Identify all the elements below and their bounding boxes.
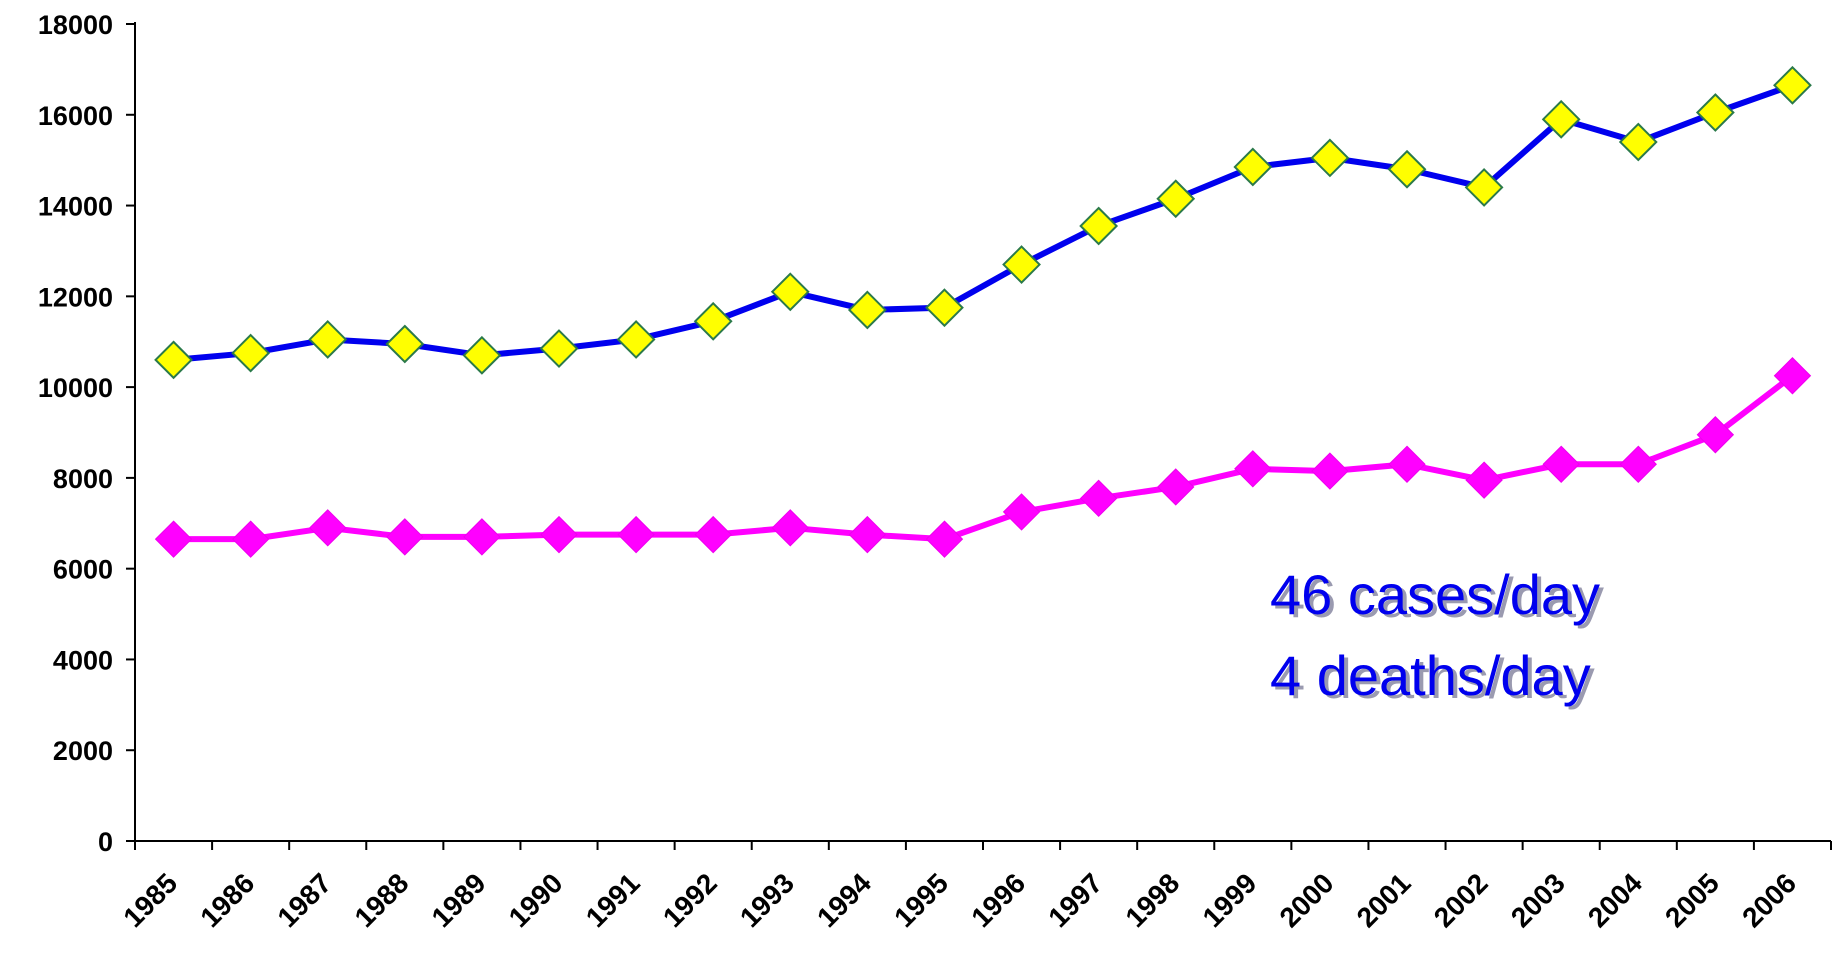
series-2-point [386, 518, 424, 556]
x-tick-label: 1998 [1119, 867, 1185, 933]
y-tick-label: 4000 [53, 645, 113, 675]
series-1-point [1464, 167, 1504, 207]
series-2-point [771, 509, 809, 547]
x-tick-label: 1985 [117, 867, 183, 933]
x-tick-label: 1995 [888, 867, 954, 933]
series-2-point [1542, 445, 1580, 483]
x-tick-label: 1996 [965, 867, 1031, 933]
y-tick-label: 18000 [38, 10, 113, 40]
x-tick-label: 1989 [426, 867, 492, 933]
x-tick-label: 1991 [580, 867, 646, 933]
series-2-point [463, 518, 501, 556]
x-tick-label: 2006 [1736, 867, 1802, 933]
series-layer [154, 65, 1812, 558]
series-1-point [308, 320, 348, 359]
series-1-point [1310, 138, 1350, 178]
x-tick-label: 1988 [349, 867, 415, 933]
series-1-point [385, 324, 425, 364]
x-tick-label: 1992 [657, 867, 723, 933]
series-1-point [693, 301, 733, 341]
axes [134, 22, 1831, 842]
series-2-point [1388, 445, 1426, 483]
x-tick-label: 2003 [1505, 867, 1571, 933]
x-tick-label: 1986 [194, 867, 260, 933]
annotation-layer: 46 cases/day 46 cases/day 4 deaths/day 4… [1270, 563, 1604, 710]
series-1-point [462, 335, 502, 375]
series-2-point [694, 515, 732, 554]
x-tick-label: 2000 [1274, 867, 1340, 933]
y-tick-label: 12000 [38, 282, 113, 312]
annotation-cases-per-day: 46 cases/day [1270, 563, 1600, 626]
series-1-point [1695, 93, 1735, 132]
x-tick-label: 1987 [271, 867, 337, 933]
series-2-point [1696, 416, 1735, 454]
series-2-point [925, 520, 964, 558]
x-tick-label: 2002 [1428, 867, 1494, 933]
series-2-point [540, 515, 578, 554]
series-2-point [309, 509, 347, 547]
series-2-point [1465, 461, 1503, 499]
y-tick-label: 2000 [53, 736, 113, 766]
x-tick-label: 1990 [503, 867, 569, 933]
x-tick-label: 1999 [1197, 867, 1263, 933]
annotation-cases-shadow: 46 cases/day [1274, 566, 1604, 629]
annotation-deaths-per-day: 4 deaths/day [1270, 644, 1591, 707]
series-1 [154, 65, 1812, 380]
series-2-line [173, 373, 1795, 543]
y-tick-label: 8000 [53, 464, 113, 494]
series-1-point [1387, 149, 1427, 189]
y-ticks: 0 2000 4000 6000 8000 10000 12000 14000 16000 180… [38, 10, 135, 857]
series-2-point [1079, 479, 1118, 518]
y-tick-label: 6000 [53, 555, 113, 585]
x-tick-label: 1997 [1042, 867, 1108, 933]
x-tick-label: 2001 [1351, 867, 1417, 933]
y-tick-label: 0 [98, 827, 113, 857]
x-ticks: 1985 1986 1987 1988 1989 1990 1991 1992 1993 1994… [117, 841, 1832, 933]
x-tick-label: 1994 [811, 867, 877, 933]
x-tick-label: 2005 [1659, 867, 1725, 933]
series-2-point [154, 520, 193, 558]
series-1-point [1618, 122, 1658, 162]
series-1-point [1156, 179, 1196, 219]
series-1-point [1002, 245, 1041, 284]
series-2-point [617, 515, 655, 554]
annotation-deaths-shadow: 4 deaths/day [1274, 647, 1595, 710]
series-1-point [925, 288, 964, 328]
series-1-point [1079, 206, 1119, 246]
y-tick-label: 10000 [38, 373, 113, 403]
series-1-point [847, 290, 887, 330]
series-1-point [1773, 65, 1812, 105]
series-1-point [539, 329, 579, 368]
series-2 [154, 357, 1812, 558]
series-2-point [1157, 468, 1195, 506]
series-2-point [231, 520, 270, 558]
series-2-point [1234, 450, 1272, 488]
series-2-point [848, 515, 887, 554]
y-tick-label: 16000 [38, 101, 113, 131]
series-1-point [1541, 99, 1581, 139]
series-2-point [1619, 445, 1657, 483]
x-tick-label: 2004 [1582, 867, 1648, 933]
series-1-line [173, 82, 1794, 363]
x-tick-label: 1993 [734, 867, 800, 933]
series-2-point [1002, 493, 1041, 531]
series-1-point [154, 340, 193, 380]
series-1-point [1233, 147, 1273, 187]
series-1-point [616, 320, 656, 359]
series-1-point [231, 333, 271, 373]
series-2-point [1311, 452, 1349, 490]
series-1-point [770, 272, 810, 312]
series-2-point [1773, 357, 1812, 395]
y-tick-label: 14000 [38, 192, 113, 222]
